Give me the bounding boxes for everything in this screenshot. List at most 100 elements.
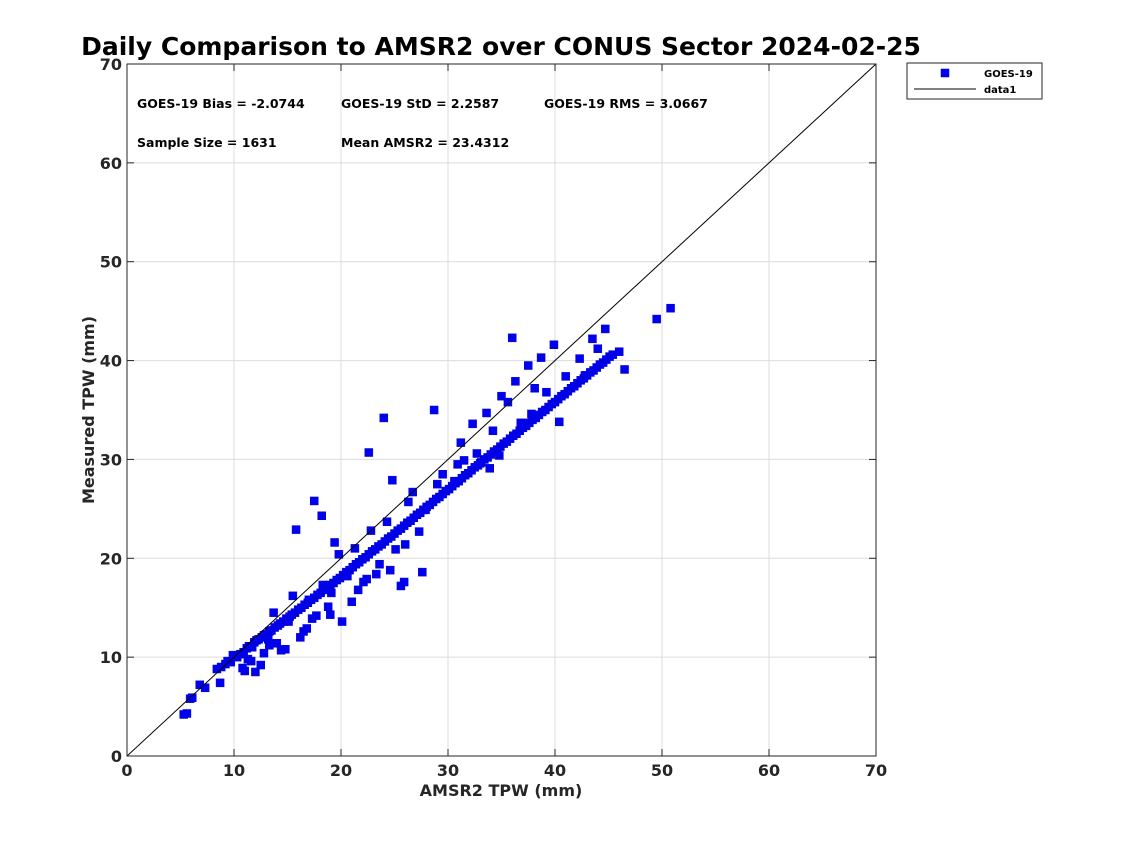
legend: GOES-19 data1 — [906, 62, 1043, 100]
data-point — [334, 550, 344, 559]
data-point — [251, 667, 260, 677]
data-point — [593, 344, 603, 353]
data-point — [438, 470, 447, 479]
data-point — [259, 648, 269, 658]
y-tick-label: 0 — [111, 747, 122, 766]
sample-size-stat: Sample Size = 1631 — [137, 135, 277, 150]
data-point — [488, 426, 498, 436]
data-point — [549, 340, 559, 350]
data-point — [375, 559, 384, 569]
data-point — [288, 591, 298, 601]
plot-frame — [126, 63, 877, 757]
axis-ticks: 0 10 20 30 40 50 60 70 0 10 20 30 40 50 60 70 — [100, 55, 887, 780]
data-point — [362, 574, 371, 584]
data1-line — [126, 63, 877, 757]
data-point — [343, 571, 352, 581]
data-point — [456, 438, 466, 447]
x-tick-label: 30 — [437, 761, 459, 780]
identity-line — [126, 63, 877, 757]
data-point — [256, 660, 265, 670]
data-point — [337, 617, 347, 626]
data-point — [620, 365, 629, 374]
data-point — [243, 654, 253, 664]
goes-19-points — [179, 303, 675, 719]
x-tick-label: 70 — [865, 761, 887, 780]
y-tick-label: 10 — [100, 648, 122, 667]
std-stat: GOES-19 StD = 2.2587 — [341, 96, 499, 111]
data-point — [310, 496, 319, 506]
data-point — [536, 353, 546, 362]
y-tick-label: 40 — [100, 352, 122, 371]
data-point — [182, 709, 192, 718]
data-point — [530, 384, 539, 393]
data-point — [414, 527, 424, 536]
data-point — [318, 580, 328, 590]
mean-amsr2-stat: Mean AMSR2 = 23.4312 — [341, 135, 509, 150]
data-point — [391, 545, 400, 554]
data-point — [269, 608, 278, 617]
data-point — [272, 639, 282, 648]
data-point — [323, 602, 333, 611]
data-point — [238, 663, 247, 673]
data-point — [485, 464, 494, 473]
data-point — [542, 387, 551, 397]
data-point — [468, 419, 477, 429]
rms-stat: GOES-19 RMS = 3.0667 — [544, 96, 708, 111]
data-point — [215, 678, 225, 688]
y-tick-label: 30 — [100, 450, 122, 469]
y-tick-label: 50 — [100, 253, 122, 272]
x-tick-label: 60 — [758, 761, 780, 780]
y-tick-label: 20 — [100, 549, 122, 568]
data-point — [404, 497, 413, 507]
data-point — [497, 391, 506, 401]
data-point — [418, 567, 427, 577]
grid-lines — [127, 64, 876, 756]
data-point — [388, 475, 397, 485]
data-point — [307, 614, 317, 623]
data-point — [326, 610, 335, 619]
data-point — [347, 597, 356, 607]
data-point — [330, 538, 339, 547]
data-point — [495, 451, 504, 460]
data-point — [379, 413, 389, 423]
data-point — [561, 372, 570, 381]
chart-title: Daily Comparison to AMSR2 over CONUS Sec… — [81, 32, 921, 61]
data-point — [281, 644, 290, 654]
data-point — [429, 405, 439, 415]
data-point — [188, 693, 197, 702]
y-tick-label: 70 — [100, 55, 122, 74]
data-point — [524, 361, 533, 370]
data-point — [400, 540, 410, 549]
data-point — [265, 641, 274, 650]
data-point — [614, 347, 624, 356]
data-point — [503, 397, 513, 407]
data-point — [385, 565, 395, 575]
x-tick-label: 40 — [544, 761, 566, 780]
x-tick-label: 50 — [651, 761, 673, 780]
data-point — [472, 449, 482, 458]
bias-stat: GOES-19 Bias = -2.0744 — [137, 96, 305, 111]
data-point — [652, 314, 661, 324]
data-point — [588, 334, 597, 344]
data-point — [284, 617, 293, 626]
legend-entry-data1: data1 — [984, 85, 1016, 96]
data-point — [421, 505, 430, 515]
data-point — [364, 448, 374, 457]
data-point — [317, 511, 326, 521]
x-tick-label: 0 — [121, 761, 132, 780]
data-point — [666, 303, 675, 313]
data-point — [527, 409, 536, 419]
data-point — [507, 333, 517, 343]
data-point — [228, 650, 238, 660]
data-point — [372, 569, 381, 579]
data-point — [353, 585, 363, 595]
data-point — [302, 624, 312, 633]
data-point — [575, 354, 584, 363]
data-point — [516, 418, 526, 428]
data-point — [459, 456, 469, 465]
y-tick-label: 60 — [100, 154, 122, 173]
data-point — [511, 377, 520, 386]
legend-square-marker-icon — [940, 68, 950, 78]
data-point — [475, 459, 485, 468]
